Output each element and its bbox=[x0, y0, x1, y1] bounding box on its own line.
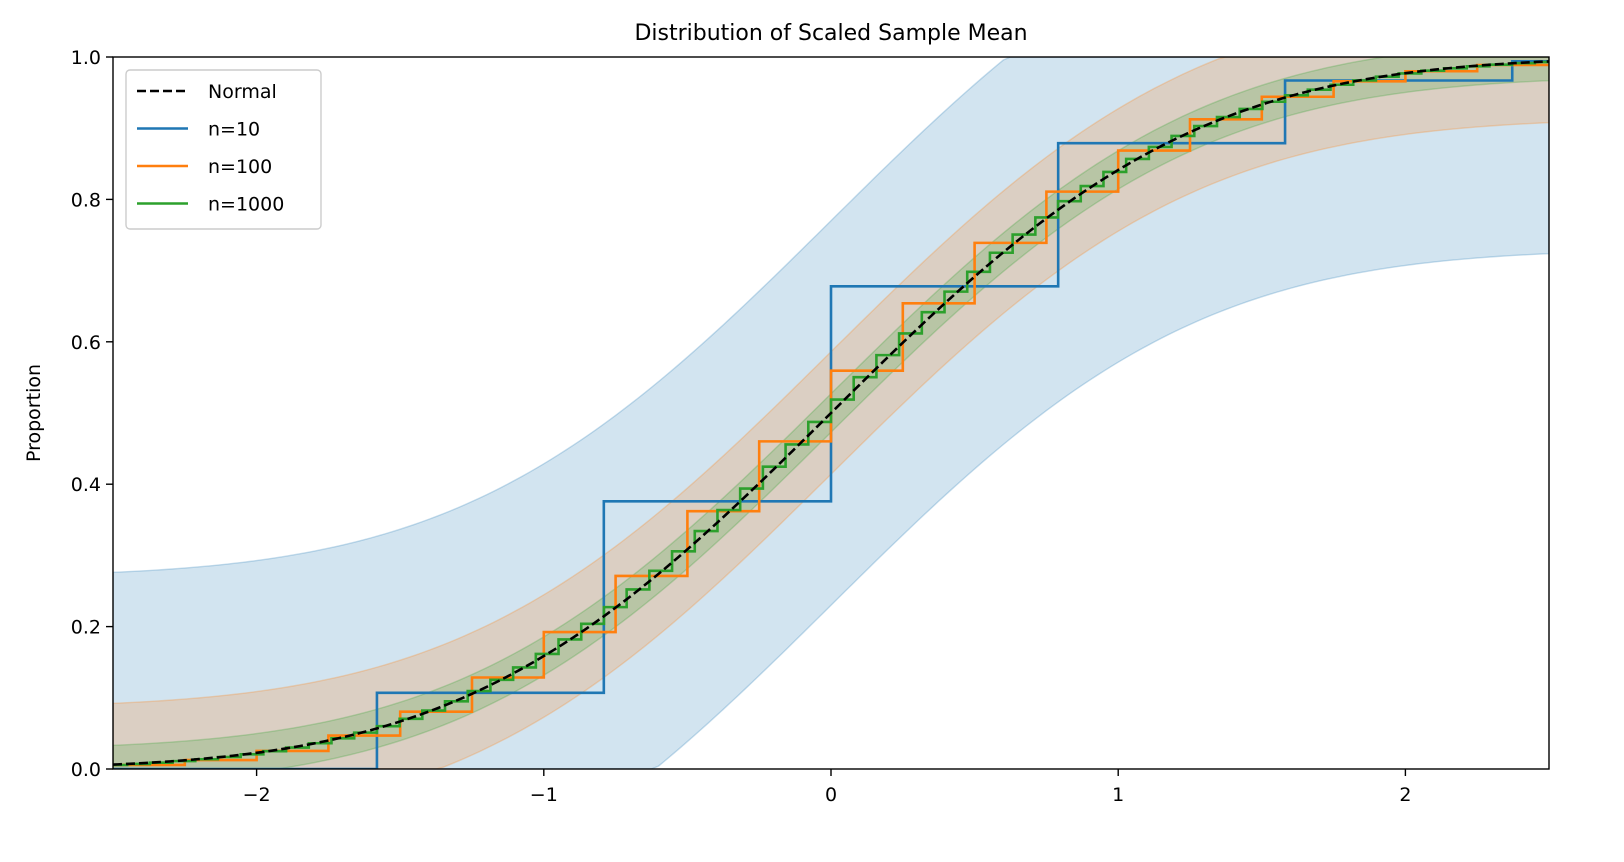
y-tick-label: 0.8 bbox=[71, 189, 101, 211]
x-tick-label: −2 bbox=[243, 784, 271, 806]
x-tick-label: 1 bbox=[1112, 784, 1124, 806]
legend-label: Normal bbox=[208, 81, 277, 103]
y-tick-label: 0.6 bbox=[71, 332, 101, 354]
legend: Normal n=10 n=100 n=1000 bbox=[125, 69, 322, 230]
legend-label: n=10 bbox=[208, 119, 260, 141]
normal-cdf-line bbox=[113, 60, 1549, 766]
x-tick-label: −1 bbox=[530, 784, 558, 806]
y-tick-label: 1.0 bbox=[71, 47, 101, 69]
axis-ticks: −2 −1 0 1 2 0.0 0.2 0.4 0.6 0.8 1.0 bbox=[71, 47, 1412, 806]
legend-box bbox=[125, 69, 322, 230]
legend-label: n=100 bbox=[208, 156, 272, 178]
x-tick-label: 2 bbox=[1399, 784, 1411, 806]
series-lines bbox=[113, 59, 1549, 769]
legend-label: n=1000 bbox=[208, 194, 284, 216]
y-tick-label: 0.4 bbox=[71, 474, 101, 496]
y-tick-label: 0.0 bbox=[71, 759, 101, 781]
step-line-n=10 bbox=[113, 59, 1549, 769]
chart-title: Distribution of Scaled Sample Mean bbox=[634, 21, 1027, 46]
y-tick-label: 0.2 bbox=[71, 617, 101, 639]
y-axis-label: Proportion bbox=[23, 364, 45, 462]
x-tick-label: 0 bbox=[825, 784, 837, 806]
